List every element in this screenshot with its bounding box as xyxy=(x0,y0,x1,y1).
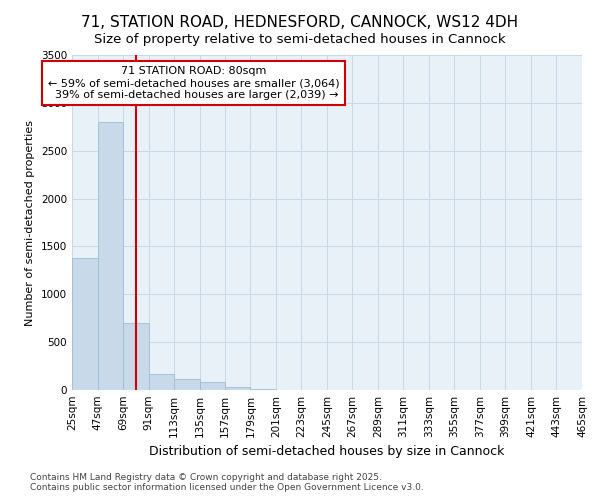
Bar xyxy=(123,323,149,390)
Text: Size of property relative to semi-detached houses in Cannock: Size of property relative to semi-detach… xyxy=(94,32,506,46)
Bar xyxy=(225,387,251,390)
Bar xyxy=(174,378,199,390)
Text: 71, STATION ROAD, HEDNESFORD, CANNOCK, WS12 4DH: 71, STATION ROAD, HEDNESFORD, CANNOCK, W… xyxy=(82,15,518,30)
Y-axis label: Number of semi-detached properties: Number of semi-detached properties xyxy=(25,120,35,326)
X-axis label: Distribution of semi-detached houses by size in Cannock: Distribution of semi-detached houses by … xyxy=(149,446,505,458)
Bar xyxy=(199,382,225,390)
Bar xyxy=(72,258,97,390)
Bar xyxy=(97,122,123,390)
Bar xyxy=(251,389,276,390)
Text: Contains HM Land Registry data © Crown copyright and database right 2025.
Contai: Contains HM Land Registry data © Crown c… xyxy=(30,473,424,492)
Bar xyxy=(149,374,174,390)
Text: 71 STATION ROAD: 80sqm
← 59% of semi-detached houses are smaller (3,064)
  39% o: 71 STATION ROAD: 80sqm ← 59% of semi-det… xyxy=(48,66,340,100)
